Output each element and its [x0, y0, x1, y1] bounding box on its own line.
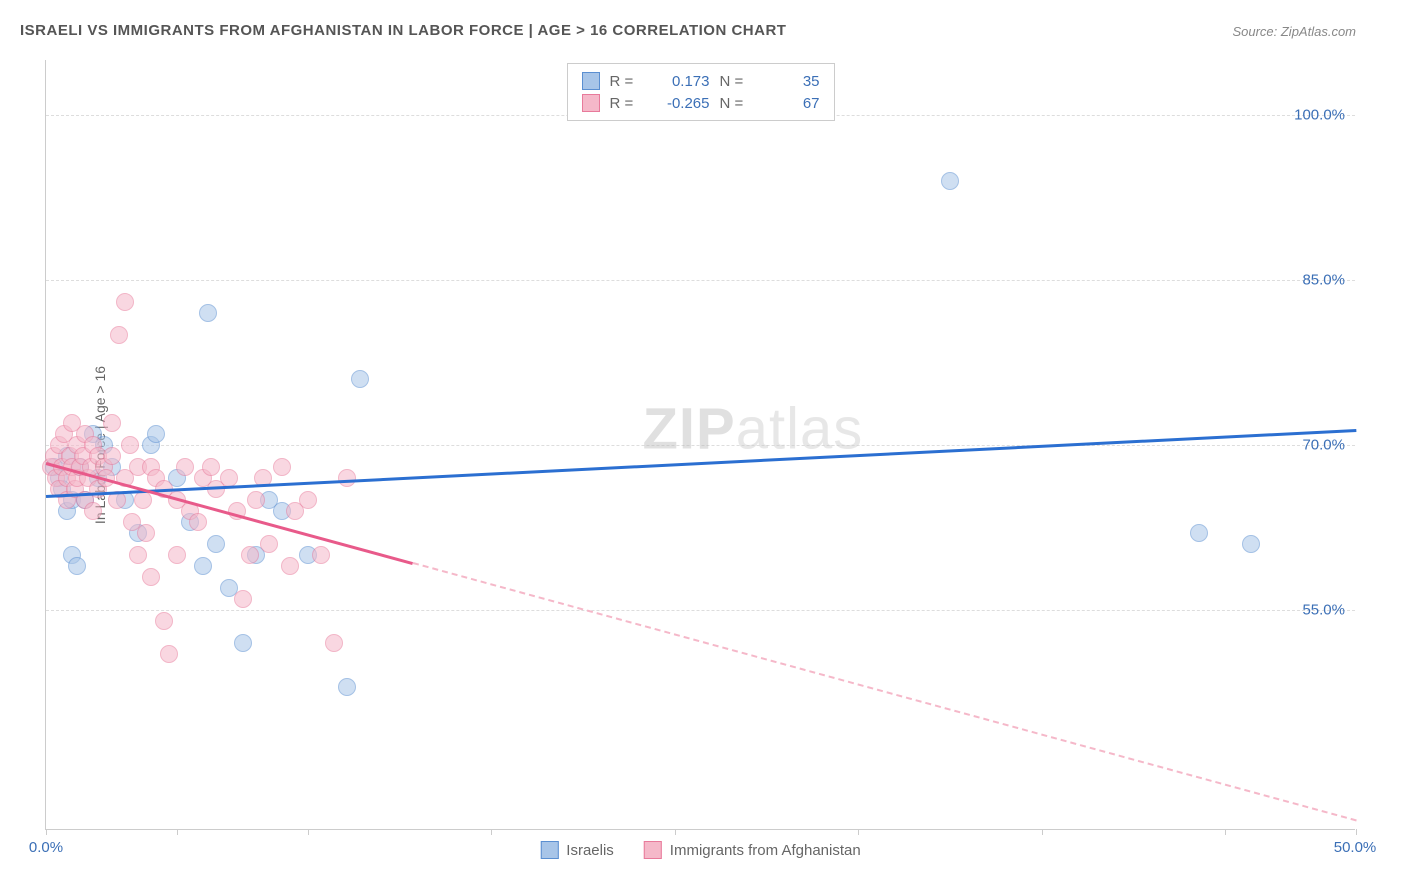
- legend-swatch-1: [644, 841, 662, 859]
- data-point: [241, 546, 259, 564]
- x-tick-label-start: 0.0%: [29, 839, 63, 856]
- x-tick: [858, 829, 859, 835]
- data-point: [1190, 524, 1208, 542]
- legend: Israelis Immigrants from Afghanistan: [540, 841, 860, 859]
- legend-item-1: Immigrants from Afghanistan: [644, 841, 861, 859]
- data-point: [168, 546, 186, 564]
- data-point: [351, 370, 369, 388]
- watermark-bold: ZIP: [642, 397, 735, 462]
- data-point: [84, 502, 102, 520]
- data-point: [116, 293, 134, 311]
- legend-swatch-0: [540, 841, 558, 859]
- stats-n-label-0: N =: [720, 73, 750, 90]
- x-tick: [46, 829, 47, 835]
- data-point: [299, 491, 317, 509]
- legend-label-0: Israelis: [566, 842, 614, 859]
- data-point: [941, 172, 959, 190]
- data-point: [160, 645, 178, 663]
- stats-box: R = 0.173 N = 35 R = -0.265 N = 67: [567, 63, 835, 121]
- data-point: [194, 557, 212, 575]
- stats-n-value-1: 67: [760, 95, 820, 112]
- data-point: [234, 634, 252, 652]
- stats-row-series-1: R = -0.265 N = 67: [582, 92, 820, 114]
- data-point: [103, 447, 121, 465]
- data-point: [220, 469, 238, 487]
- x-tick: [675, 829, 676, 835]
- watermark: ZIPatlas: [642, 396, 863, 463]
- data-point: [121, 436, 139, 454]
- data-point: [103, 414, 121, 432]
- data-point: [110, 326, 128, 344]
- x-tick: [1356, 829, 1357, 835]
- stats-swatch-0: [582, 72, 600, 90]
- data-point: [147, 425, 165, 443]
- data-point: [137, 524, 155, 542]
- data-point: [247, 491, 265, 509]
- chart-title: ISRAELI VS IMMIGRANTS FROM AFGHANISTAN I…: [20, 22, 786, 39]
- y-tick-label: 100.0%: [1294, 107, 1345, 124]
- stats-r-label-1: R =: [610, 95, 640, 112]
- data-point: [1242, 535, 1260, 553]
- data-point: [202, 458, 220, 476]
- data-point: [155, 612, 173, 630]
- watermark-light: atlas: [736, 397, 864, 462]
- data-point: [134, 491, 152, 509]
- gridline-h: [46, 280, 1355, 281]
- data-point: [325, 634, 343, 652]
- stats-r-value-0: 0.173: [650, 73, 710, 90]
- gridline-h: [46, 445, 1355, 446]
- stats-row-series-0: R = 0.173 N = 35: [582, 70, 820, 92]
- data-point: [189, 513, 207, 531]
- data-point: [234, 590, 252, 608]
- x-tick-label-end: 50.0%: [1334, 839, 1377, 856]
- stats-n-value-0: 35: [760, 73, 820, 90]
- stats-r-label-0: R =: [610, 73, 640, 90]
- data-point: [338, 678, 356, 696]
- x-tick: [491, 829, 492, 835]
- trend-line: [46, 429, 1356, 498]
- data-point: [199, 304, 217, 322]
- trend-line: [413, 562, 1357, 821]
- data-point: [207, 535, 225, 553]
- data-point: [142, 568, 160, 586]
- gridline-h: [46, 610, 1355, 611]
- stats-r-value-1: -0.265: [650, 95, 710, 112]
- x-tick: [1042, 829, 1043, 835]
- data-point: [176, 458, 194, 476]
- data-point: [260, 535, 278, 553]
- stats-swatch-1: [582, 94, 600, 112]
- source-attribution: Source: ZipAtlas.com: [1232, 24, 1356, 39]
- legend-label-1: Immigrants from Afghanistan: [670, 842, 861, 859]
- data-point: [273, 458, 291, 476]
- y-tick-label: 85.0%: [1302, 272, 1345, 289]
- data-point: [338, 469, 356, 487]
- data-point: [312, 546, 330, 564]
- data-point: [129, 546, 147, 564]
- plot-area: In Labor Force | Age > 16 55.0%70.0%85.0…: [45, 60, 1355, 830]
- x-tick: [1225, 829, 1226, 835]
- data-point: [281, 557, 299, 575]
- data-point: [68, 557, 86, 575]
- stats-n-label-1: N =: [720, 95, 750, 112]
- y-tick-label: 70.0%: [1302, 437, 1345, 454]
- x-tick: [177, 829, 178, 835]
- legend-item-0: Israelis: [540, 841, 614, 859]
- x-tick: [308, 829, 309, 835]
- y-tick-label: 55.0%: [1302, 602, 1345, 619]
